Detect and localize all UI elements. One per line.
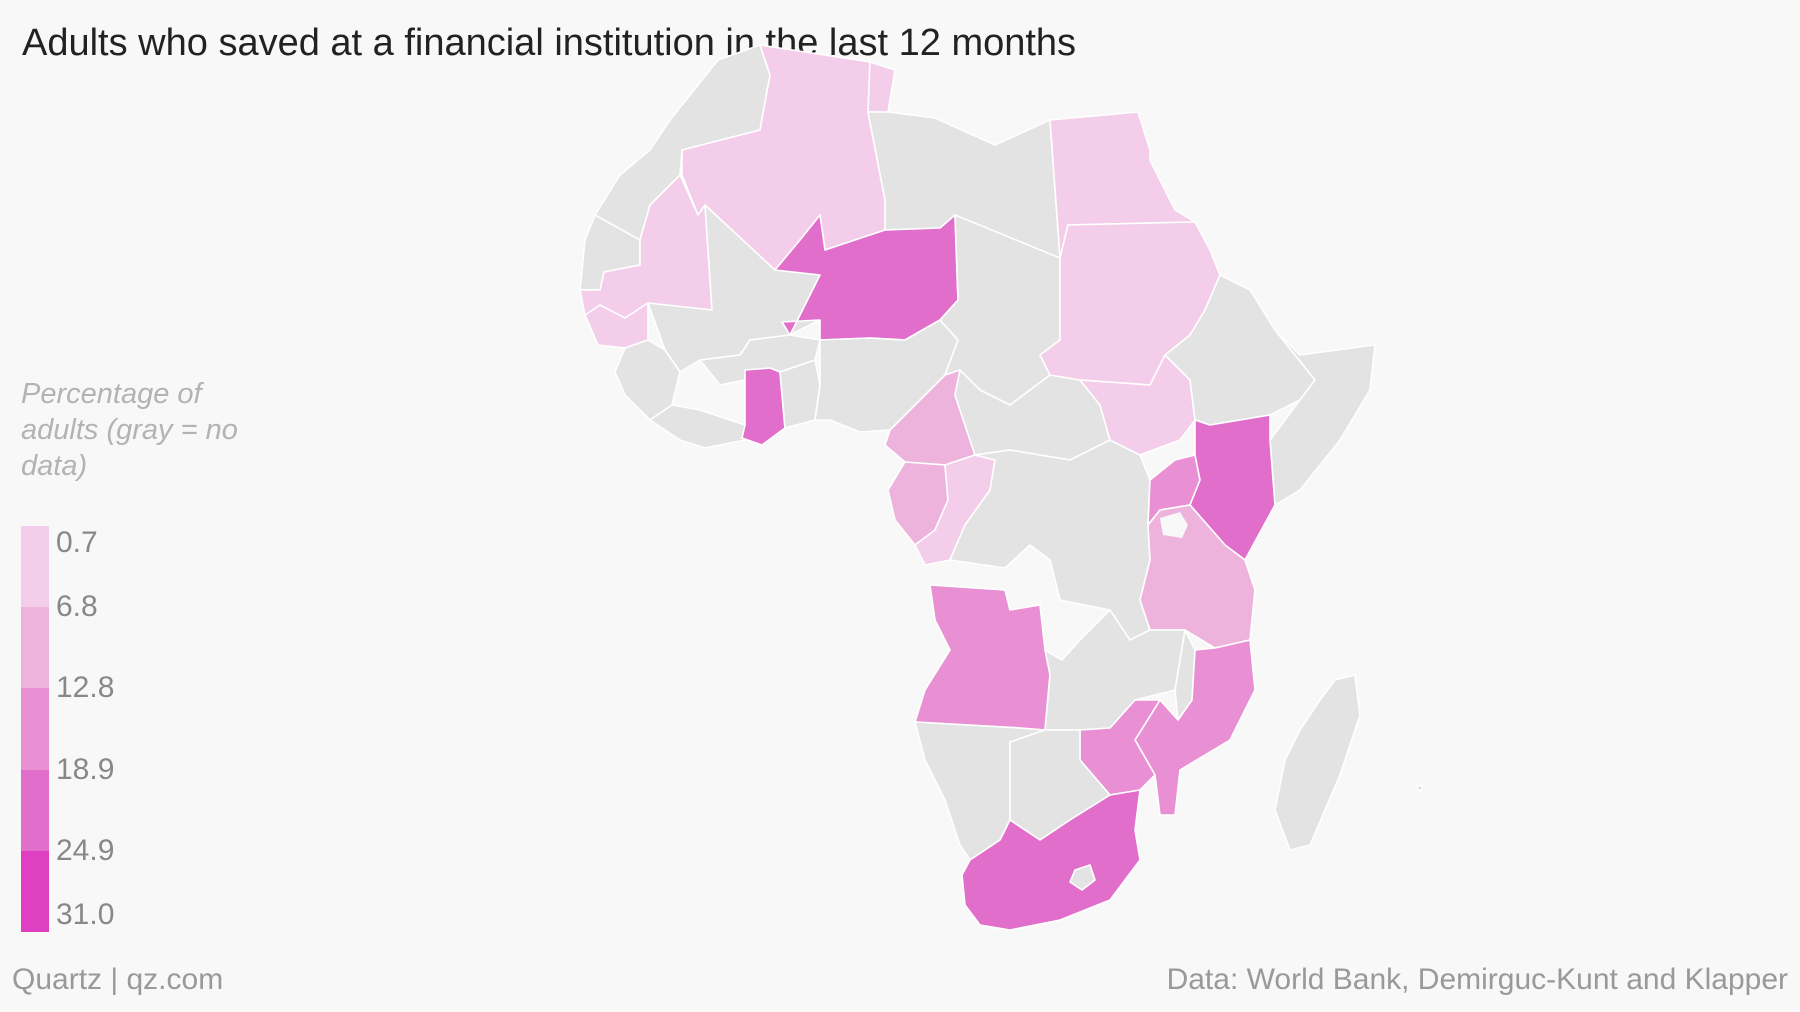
country-kenya[interactable] bbox=[1189, 414, 1276, 561]
legend-swatch bbox=[21, 688, 49, 771]
legend-swatch bbox=[21, 607, 49, 689]
legend-break-label: 12.8 bbox=[56, 671, 115, 705]
country-burkina-faso[interactable] bbox=[699, 334, 821, 386]
legend-swatch bbox=[21, 526, 49, 608]
country-tunisia[interactable] bbox=[867, 61, 896, 113]
lake-victoria bbox=[1160, 512, 1188, 538]
country-somalia[interactable] bbox=[1269, 329, 1376, 506]
country-senegal[interactable] bbox=[584, 302, 649, 349]
data-source-credit: Data: World Bank, Demirguc-Kunt and Klap… bbox=[1166, 963, 1788, 996]
legend-swatch bbox=[21, 850, 49, 933]
country-ghana[interactable] bbox=[741, 367, 786, 446]
country-madagascar[interactable] bbox=[1274, 674, 1361, 851]
brand-credit: Quartz | qz.com bbox=[12, 963, 224, 996]
legend-swatch bbox=[21, 769, 49, 852]
legend-break-label: 18.9 bbox=[56, 752, 115, 786]
country-west-coast[interactable] bbox=[649, 404, 746, 449]
legend-break-label: 24.9 bbox=[56, 833, 115, 867]
chart-title: Adults who saved at a financial institut… bbox=[22, 22, 1077, 64]
country-south-sudan[interactable] bbox=[1079, 354, 1196, 456]
legend-break-label: 31.0 bbox=[56, 898, 115, 931]
country-lesotho[interactable] bbox=[1069, 864, 1096, 891]
legend-title: Percentage of adults (gray = no data) bbox=[21, 378, 238, 482]
country-mozambique[interactable] bbox=[1134, 639, 1256, 816]
country-togo-benin[interactable] bbox=[779, 359, 821, 429]
legend-break-label: 6.8 bbox=[56, 590, 98, 624]
legend-color-scale bbox=[21, 526, 49, 933]
country-mauritius[interactable] bbox=[1417, 784, 1423, 793]
country-south-africa[interactable] bbox=[961, 789, 1141, 931]
legend-break-label: 0.7 bbox=[56, 526, 98, 559]
country-angola[interactable] bbox=[914, 584, 1063, 731]
